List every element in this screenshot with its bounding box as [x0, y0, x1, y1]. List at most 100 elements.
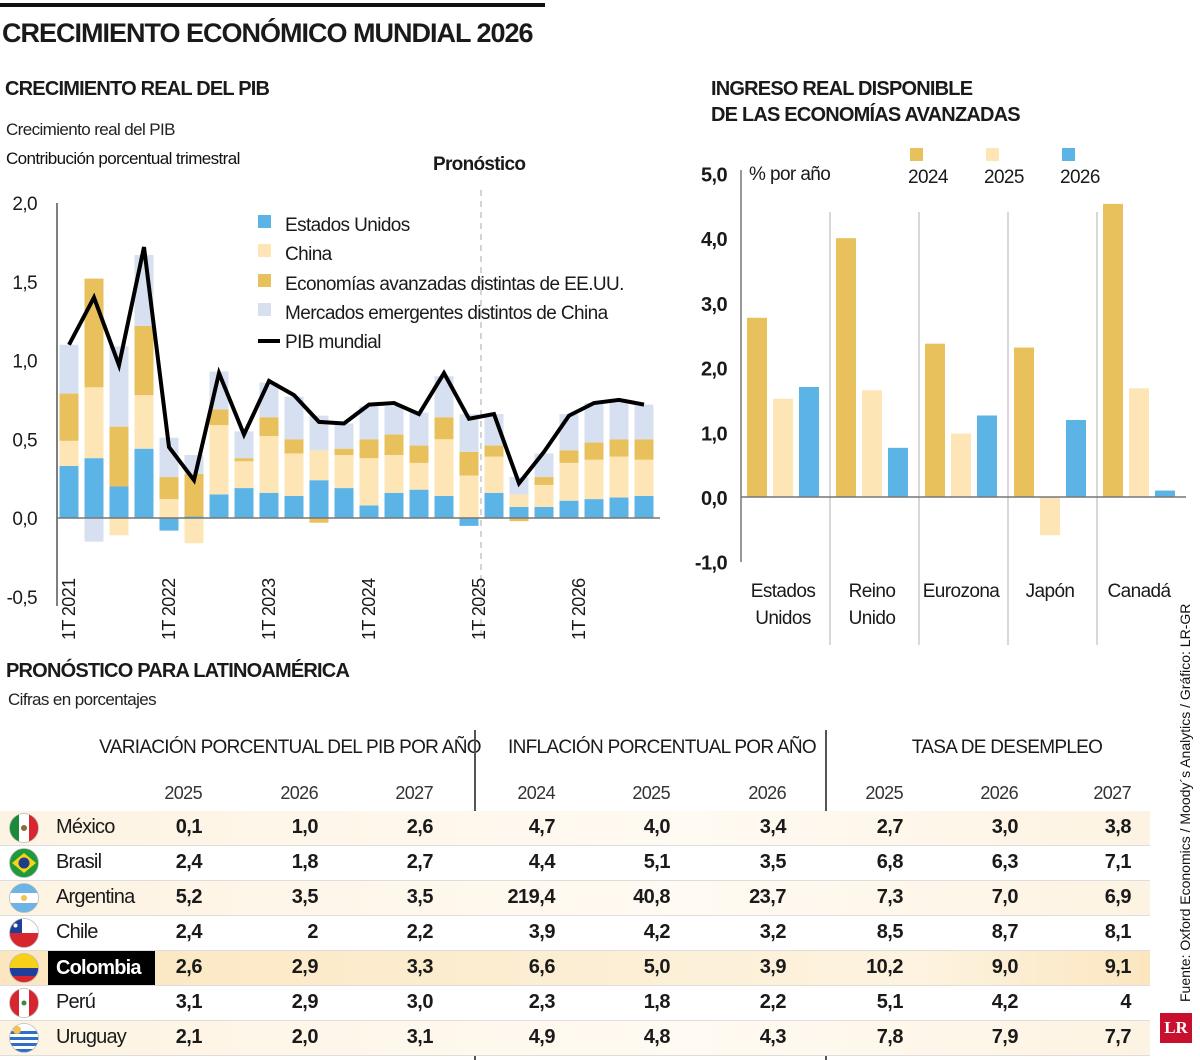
- bar-segment: [384, 492, 404, 518]
- table-cell: 23,7: [749, 886, 786, 908]
- bar-segment: [434, 417, 454, 440]
- table-cell: 7,3: [876, 886, 904, 908]
- table-cell: 3,2: [759, 921, 787, 943]
- year-header: 2027: [395, 783, 433, 803]
- bar-segment: [159, 499, 179, 518]
- legend-label: China: [285, 244, 333, 265]
- column-group-header: TASA DE DESEMPLEO: [911, 737, 1103, 758]
- table-subtitle: Cifras en porcentajes: [8, 690, 157, 709]
- argentina-flag-icon: [9, 883, 39, 913]
- bar-segment: [84, 387, 104, 459]
- bar-segment: [459, 451, 479, 476]
- table-cell: 5,2: [175, 886, 203, 908]
- bar-segment: [234, 461, 254, 489]
- bar-segment: [459, 518, 479, 526]
- table-cell: 2,7: [406, 851, 434, 873]
- table-cell: 6,9: [1104, 886, 1132, 908]
- bar-segment: [109, 518, 129, 536]
- bar-segment: [384, 406, 404, 435]
- table-cell: 7,0: [991, 886, 1019, 908]
- bar-segment: [59, 344, 79, 394]
- table-cell: 8,5: [876, 921, 904, 943]
- category-label: Japón: [1026, 581, 1075, 602]
- table-cell: 0,1: [175, 816, 203, 838]
- bar-segment: [409, 445, 429, 463]
- category-label: Reino: [849, 581, 896, 602]
- bar-segment: [359, 406, 379, 440]
- table-cell: 5,1: [643, 851, 671, 873]
- country-name: Brasil: [56, 851, 102, 873]
- table-cell: 2,2: [759, 991, 787, 1013]
- table-cell: 3,5: [406, 886, 434, 908]
- bar-segment: [534, 453, 554, 478]
- world-gdp-line: [67, 246, 645, 488]
- right-chart-heading-2: DE LAS ECONOMÍAS AVANZADAS: [711, 104, 1021, 126]
- bar-segment: [284, 396, 304, 440]
- source-note: Fuente: Oxford Economics / Moody´s Analy…: [1177, 603, 1193, 1002]
- bar-segment: [609, 497, 629, 518]
- table-cell: 5,0: [643, 956, 671, 978]
- column-group-header: INFLACIÓN PORCENTUAL POR AÑO: [507, 737, 817, 758]
- bar-segment: [234, 431, 254, 459]
- bar-segment: [59, 466, 79, 518]
- table-cell: 4,4: [528, 851, 556, 873]
- table-row: Argentina 5,2 3,5 3,5 219,4 40,8 23,7 7,3 7,0 6,9: [0, 881, 1150, 916]
- bar-segment: [109, 346, 129, 427]
- forecast-label: Pronóstico: [433, 154, 526, 175]
- bar-segment: [59, 440, 79, 467]
- table-cell: 2,4: [175, 851, 203, 873]
- table-cell: 219,4: [507, 886, 555, 908]
- bar-segment: [309, 450, 329, 481]
- bar-segment: [534, 506, 554, 518]
- year-header: 2025: [164, 783, 202, 803]
- table-cell: 4,9: [528, 1026, 556, 1048]
- y-tick-label: 1,5: [12, 273, 37, 294]
- table-cell: 9,0: [991, 956, 1019, 978]
- year-header: 2025: [865, 783, 903, 803]
- table-cell: 4: [1120, 991, 1131, 1013]
- bar-segment: [359, 439, 379, 459]
- y-tick-label: 1,0: [701, 423, 727, 445]
- table-cell: 2,2: [406, 921, 434, 943]
- table-cell: 8,1: [1104, 921, 1132, 943]
- country-name: Colombia: [48, 951, 155, 985]
- bar-segment: [634, 495, 654, 518]
- bar-segment: [209, 409, 229, 426]
- bar-2026: [799, 387, 819, 497]
- table-cell: 1,8: [291, 851, 319, 873]
- bar-segment: [434, 376, 454, 418]
- country-name: Perú: [56, 991, 96, 1013]
- bar-segment: [159, 518, 179, 531]
- table-row: Uruguay 2,1 2,0 3,1 4,9 4,8 4,3 7,8 7,9 7,7: [0, 1021, 1150, 1056]
- charts-canvas: 2,0 1,5 1,0 0,5 0,0 -0,5 1T 2021 1T 2022 1T 2023…: [7, 148, 1186, 645]
- x-tick-label: 1T 2022: [159, 578, 179, 640]
- bar-segment: [434, 439, 454, 496]
- table-cell: 4,2: [643, 921, 671, 943]
- column-group-header: VARIACIÓN PORCENTUAL DEL PIB POR AÑO: [99, 737, 481, 758]
- legend-swatch: [1062, 148, 1075, 161]
- table-cell: 3,0: [406, 991, 434, 1013]
- right-chart-heading-1: INGRESO REAL DISPONIBLE: [711, 78, 973, 100]
- table-row: Perú 3,1 2,9 3,0 2,3 1,8 2,2 5,1 4,2 4: [0, 986, 1150, 1021]
- year-header: 2025: [632, 783, 670, 803]
- table-cell: 7,7: [1104, 1026, 1132, 1048]
- bar-2024: [1103, 203, 1123, 497]
- country-name: México: [56, 816, 115, 838]
- bar-segment: [559, 414, 579, 451]
- table-cell: 8,7: [991, 921, 1019, 943]
- table-cell: 10,2: [866, 956, 903, 978]
- table-cell: 2,0: [291, 1026, 319, 1048]
- legend-label: PIB mundial: [285, 332, 381, 353]
- top-rule: [0, 3, 545, 7]
- bar-segment: [134, 395, 154, 449]
- bar-2024: [1014, 347, 1034, 497]
- legend-label: 2026: [1060, 167, 1100, 188]
- year-header: 2026: [748, 783, 786, 803]
- table-cell: 9,1: [1104, 956, 1132, 978]
- table-cell: 3,1: [406, 1026, 434, 1048]
- bar-segment: [559, 462, 579, 501]
- chile-flag-icon: [9, 918, 39, 948]
- bar-2025: [1040, 497, 1060, 536]
- bar-segment: [359, 505, 379, 518]
- bar-segment: [59, 393, 79, 441]
